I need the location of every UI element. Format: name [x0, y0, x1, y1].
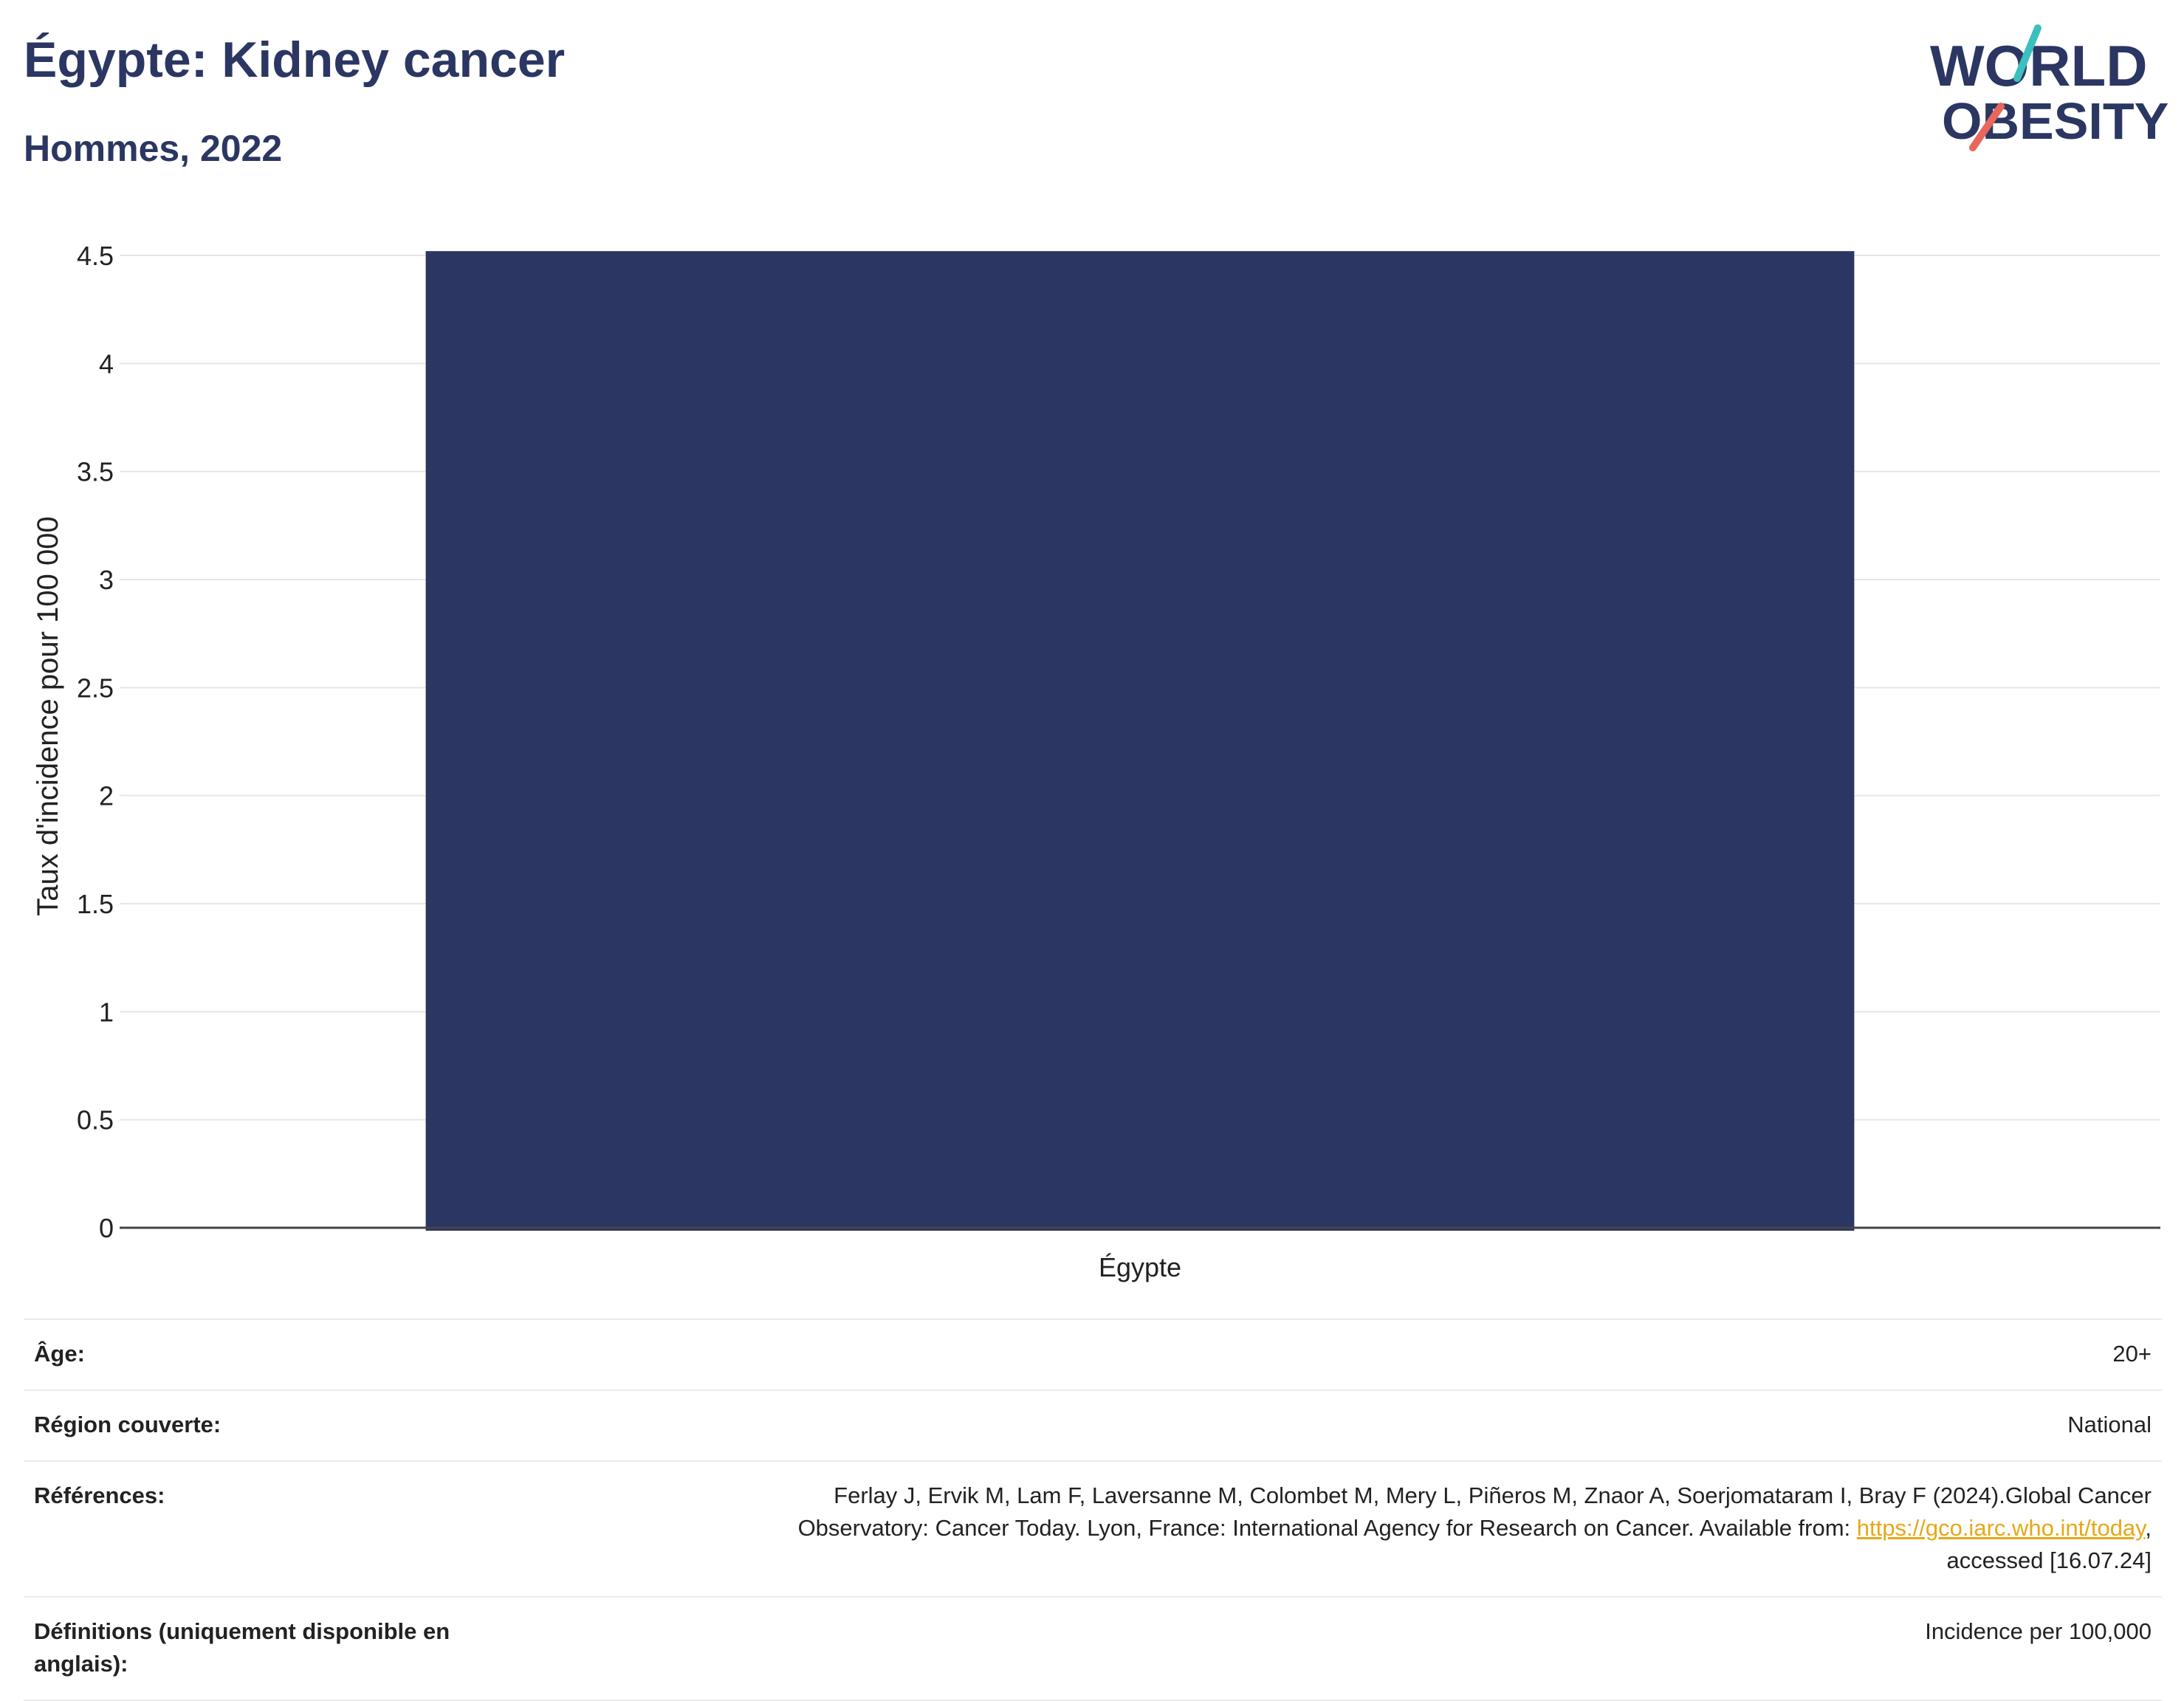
logo-slash-teal	[2013, 24, 2042, 82]
y-tick-label: 1.5	[77, 889, 114, 919]
references-line2-suffix: ,	[2145, 1515, 2152, 1541]
world-obesity-logo: WORLD OBESITY	[1930, 24, 2168, 151]
bar[interactable]	[425, 251, 1855, 1231]
references-line3: accessed [16.07.24]	[1946, 1547, 2152, 1573]
region-value: National	[2067, 1412, 2152, 1437]
y-tick-label: 2	[99, 781, 114, 811]
info-row-definitions: Définitions (uniquement disponible en an…	[24, 1597, 2162, 1700]
logo-text-world: WORLD	[1930, 33, 2148, 98]
y-tick-label: 4	[99, 348, 114, 379]
y-tick-label: 3	[99, 565, 114, 595]
info-row-references: Références: Ferlay J, Ervik M, Lam F, La…	[24, 1461, 2162, 1597]
references-line2-prefix: Observatory: Cancer Today. Lyon, France:…	[797, 1515, 1857, 1541]
age-label: Âge:	[34, 1341, 85, 1367]
x-tick-label: Égypte	[1099, 1252, 1181, 1282]
chart-subtitle: Hommes, 2022	[24, 128, 283, 169]
y-tick-label: 0	[99, 1213, 114, 1243]
y-tick-labels: 0 0.5 1 1.5 2 2.5 3 3.5 4 4.5	[77, 241, 114, 1243]
references-line1: Ferlay J, Ervik M, Lam F, Laversanne M, …	[834, 1482, 2152, 1508]
info-row-region: Région couverte: National	[24, 1390, 2162, 1461]
x-tick-labels: Égypte	[1099, 1252, 1181, 1282]
references-label: Références:	[34, 1482, 165, 1508]
chart-title: Égypte: Kidney cancer	[24, 32, 566, 88]
y-axis-title: Taux d'incidence pour 100 000	[32, 516, 64, 915]
info-row-age: Âge: 20+	[24, 1319, 2162, 1390]
logo-slash-coral	[1969, 103, 2005, 151]
region-label: Région couverte:	[34, 1412, 222, 1437]
y-tick-label: 3.5	[77, 457, 114, 487]
bar-chart: 0 0.5 1 1.5 2 2.5 3 3.5 4 4.5 Égypte Taux d'incid…	[32, 241, 2160, 1282]
references-value: Ferlay J, Ervik M, Lam F, Laversanne M, …	[517, 1461, 2162, 1597]
y-tick-label: 1	[99, 997, 114, 1027]
age-value: 20+	[2112, 1341, 2152, 1367]
bars	[425, 251, 1855, 1231]
references-link[interactable]: https://gco.iarc.who.int/today	[1856, 1515, 2146, 1541]
definitions-label: Définitions (uniquement disponible en an…	[34, 1618, 450, 1677]
y-tick-label: 2.5	[77, 673, 114, 703]
y-tick-label: 4.5	[77, 241, 114, 271]
definitions-value: Incidence per 100,000	[1925, 1618, 2152, 1644]
y-tick-label: 0.5	[77, 1105, 114, 1135]
info-table: Âge: 20+ Région couverte: National Référ…	[24, 1319, 2162, 1701]
